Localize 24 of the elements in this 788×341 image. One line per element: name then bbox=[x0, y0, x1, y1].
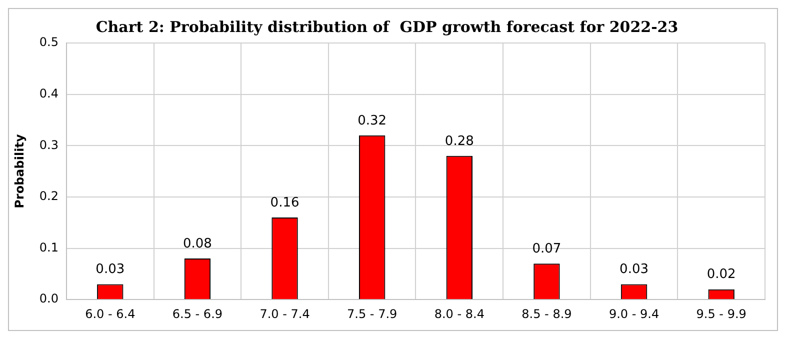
y-tick-label: 0.1 bbox=[39, 240, 58, 254]
y-tick-label: 0.5 bbox=[39, 35, 58, 50]
data-label: 0.03 bbox=[96, 262, 125, 278]
x-tick-label: 8.0 - 8.4 bbox=[434, 306, 484, 321]
x-tick-label: 6.5 - 6.9 bbox=[172, 306, 223, 321]
x-tick-label: 8.5 - 8.9 bbox=[522, 306, 572, 321]
data-label: 0.03 bbox=[620, 262, 649, 278]
data-label: 0.28 bbox=[444, 134, 474, 149]
y-tick-label: 0.4 bbox=[39, 86, 58, 100]
x-tick-label: 9.5 - 9.9 bbox=[696, 306, 746, 321]
data-label: 0.02 bbox=[706, 267, 736, 282]
x-tick-label: 6.0 - 6.4 bbox=[85, 306, 136, 321]
data-label: 0.07 bbox=[532, 242, 562, 257]
y-tick-label: 0.2 bbox=[39, 189, 58, 204]
y-tick-label: 0.0 bbox=[39, 292, 58, 306]
y-tick-label: 0.3 bbox=[39, 138, 58, 152]
chart-title: Chart 2: Probability distribution of GDP growth forecast for 2022-23 bbox=[96, 18, 678, 36]
data-label: 0.08 bbox=[182, 236, 212, 252]
data-label: 0.32 bbox=[358, 113, 387, 128]
x-tick-label: 7.0 - 7.4 bbox=[260, 306, 310, 321]
y-axis-title: Probability bbox=[12, 134, 26, 208]
x-tick-label: 9.0 - 9.4 bbox=[608, 306, 660, 321]
x-tick-label: 7.5 - 7.9 bbox=[347, 306, 398, 321]
data-label: 0.16 bbox=[270, 195, 300, 210]
